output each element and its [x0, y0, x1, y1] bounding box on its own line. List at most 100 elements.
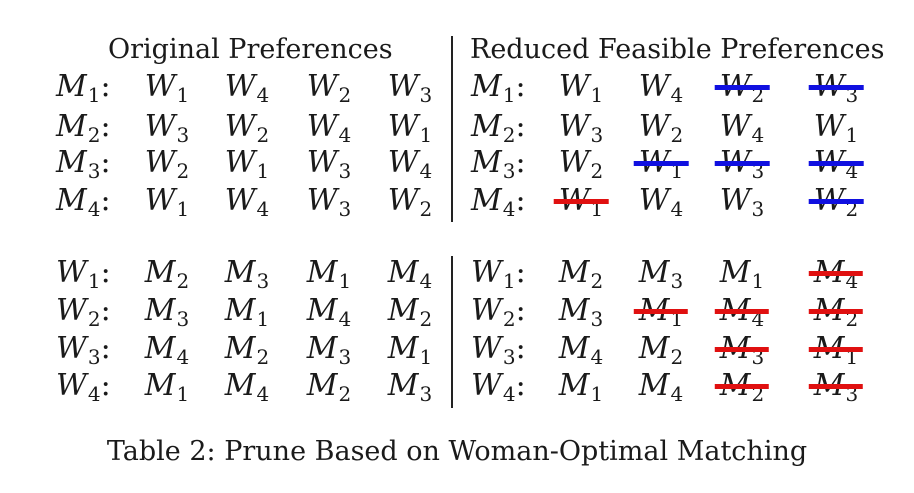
preference: M1: [719, 255, 764, 292]
preference: W1: [144, 69, 190, 106]
men-reduced-preference-cell: W4: [808, 148, 863, 181]
colon: :: [100, 69, 111, 104]
preference: W2: [639, 109, 684, 146]
women-original-row-label: W4:: [56, 371, 111, 405]
preference: W2: [144, 145, 190, 182]
men-reduced-preference-cell: W4: [720, 112, 765, 146]
agent-letter: M: [387, 255, 419, 290]
men-original-preference-cell: W4: [225, 186, 270, 220]
agent-letter: W: [56, 293, 87, 328]
men-reduced-preference-cell: W3: [714, 148, 769, 181]
women-reduced-preference-cell: M1: [559, 371, 604, 406]
agent-letter: W: [144, 145, 176, 180]
women-original-preference-cell: M4: [145, 331, 189, 368]
agent-index: 2: [87, 307, 101, 331]
agent-index: 3: [176, 307, 190, 331]
agent-letter: M: [224, 331, 256, 366]
agent-letter: W: [813, 183, 845, 218]
agent-letter: W: [471, 368, 502, 403]
agent-letter: M: [719, 255, 751, 290]
men-original-preference-cell: W2: [225, 112, 270, 146]
women-original-preference-cell: M3: [387, 368, 432, 405]
agent-letter: M: [471, 183, 502, 218]
women-original-preference-cell: M4: [225, 368, 269, 405]
agent-index: 2: [176, 269, 190, 293]
colon: :: [100, 255, 111, 290]
agent-index: 3: [256, 269, 270, 293]
men-reduced-preference-cell: W1: [633, 148, 688, 181]
men-original-preference-cell: W1: [225, 148, 270, 182]
agent-letter: M: [471, 109, 502, 144]
agent-index: 2: [256, 345, 270, 369]
agent-letter: M: [719, 368, 751, 403]
women-reduced-preference-cell: M4: [808, 258, 864, 291]
colon: :: [100, 145, 111, 180]
preference: W3: [145, 109, 190, 147]
struck-preference: M3: [808, 368, 864, 404]
agent-index: 3: [176, 123, 190, 147]
agent-index: 2: [502, 307, 516, 331]
preference: W3: [307, 183, 352, 220]
agent-index: 4: [502, 197, 516, 221]
preference: M4: [307, 293, 351, 330]
agent-letter: M: [306, 331, 338, 366]
agent-letter: M: [638, 255, 670, 290]
agent-index: 4: [502, 382, 516, 406]
agent-index: 2: [845, 307, 859, 331]
women-reduced-row-label: W2:: [471, 296, 526, 331]
men-original-preference-cell: W2: [306, 69, 352, 106]
women-reduced-preference-cell: M3: [714, 334, 770, 367]
men-original-preference-cell: W1: [144, 69, 190, 106]
agent-index: 2: [751, 382, 765, 406]
preference: W4: [224, 69, 270, 106]
agent-letter: M: [387, 368, 419, 403]
agent-index: 3: [338, 159, 352, 183]
men-original-preference-cell: W1: [145, 186, 190, 220]
agent-letter: W: [558, 109, 590, 144]
agent-letter: W: [638, 69, 670, 104]
agent-letter: M: [144, 368, 176, 403]
men-reduced-preference-cell: W1: [814, 109, 859, 146]
struck-preference: W2: [714, 72, 769, 105]
women-original-preference-cell: M1: [387, 331, 432, 368]
women-original-preference-cell: M1: [225, 296, 269, 330]
men-original-row-label: M1:: [56, 69, 111, 106]
agent-letter: M: [558, 255, 590, 290]
agent-index: 1: [590, 382, 604, 406]
women-reduced-preference-cell: M2: [558, 255, 603, 292]
colon: :: [515, 368, 526, 403]
preference: W3: [720, 183, 765, 221]
preference: W1: [814, 109, 859, 146]
divider-top: [451, 36, 453, 222]
agent-index: 3: [590, 307, 604, 331]
agent-letter: M: [813, 293, 845, 328]
preference: M2: [388, 293, 432, 330]
agent-index: 3: [87, 159, 101, 183]
preference: M3: [145, 293, 190, 331]
agent-letter: W: [306, 69, 338, 104]
agent-index: 4: [751, 307, 765, 331]
struck-preference: M1: [808, 334, 864, 367]
agent-index: 3: [751, 197, 765, 221]
agent-letter: W: [144, 69, 176, 104]
preference: W4: [388, 145, 433, 182]
agent-letter: M: [638, 331, 670, 366]
agent-letter: W: [224, 69, 256, 104]
women-reduced-preference-cell: M3: [638, 255, 683, 292]
preference: M1: [387, 331, 432, 368]
agent-index: 1: [419, 123, 433, 147]
agent-letter: M: [387, 331, 419, 366]
preference: M4: [145, 331, 189, 368]
agent-index: 1: [87, 269, 101, 293]
agent-letter: M: [813, 368, 845, 403]
agent-index: 3: [87, 345, 101, 369]
men-reduced-row-label: M1:: [471, 72, 526, 106]
agent-index: 4: [87, 197, 101, 221]
agent-letter: W: [471, 255, 502, 290]
preference: M1: [144, 368, 189, 405]
preference: M4: [225, 368, 269, 405]
agent-letter: W: [306, 145, 338, 180]
preference: W1: [388, 109, 433, 147]
women-reduced-preference-cell: M3: [559, 296, 604, 331]
agent-index: 3: [338, 345, 352, 369]
